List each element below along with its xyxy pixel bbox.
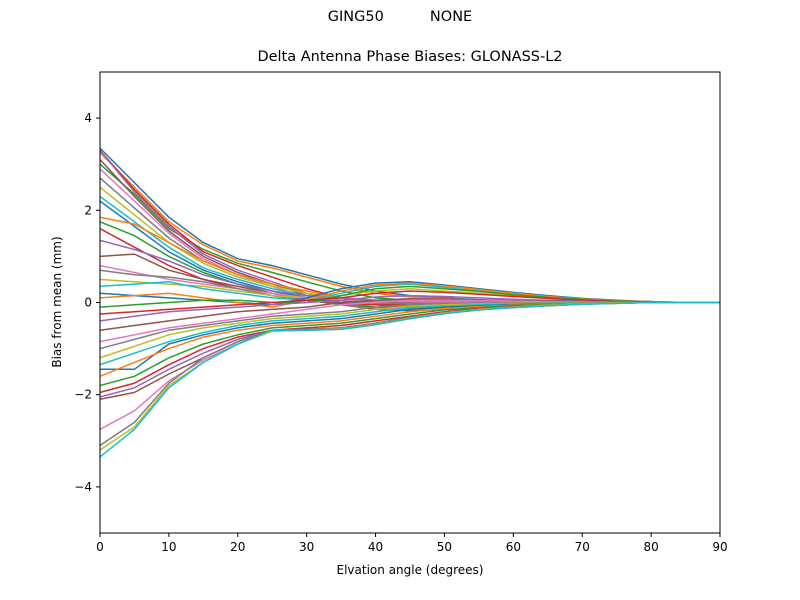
x-tick-label: 20 xyxy=(230,540,245,554)
y-tick-label: 0 xyxy=(84,296,92,310)
x-tick-label: 50 xyxy=(437,540,452,554)
figure-suptitle: GING50 NONE xyxy=(327,9,473,25)
y-tick-label: 4 xyxy=(84,111,92,125)
x-tick-label: 70 xyxy=(575,540,590,554)
x-tick-label: 30 xyxy=(299,540,314,554)
y-axis-label: Bias from mean (mm) xyxy=(50,236,64,367)
x-tick-label: 10 xyxy=(161,540,176,554)
y-tick-label: 2 xyxy=(84,203,92,217)
y-tick-label: −2 xyxy=(74,388,92,402)
series-line xyxy=(100,147,720,304)
chart-title: Delta Antenna Phase Biases: GLONASS-L2 xyxy=(257,49,563,65)
series-line xyxy=(100,228,720,306)
x-tick-label: 0 xyxy=(96,540,104,554)
data-lines xyxy=(100,147,720,458)
series-line xyxy=(100,301,720,387)
x-axis-ticks: 0 10 20 30 40 50 60 70 80 90 xyxy=(96,533,728,554)
x-tick-label: 40 xyxy=(368,540,383,554)
x-tick-label: 90 xyxy=(712,540,727,554)
x-tick-label: 60 xyxy=(506,540,521,554)
x-axis-label: Elvation angle (degrees) xyxy=(337,563,484,577)
y-tick-label: −4 xyxy=(74,480,92,494)
series-line xyxy=(100,301,720,458)
y-axis-ticks: −4 −2 0 2 4 xyxy=(74,111,100,494)
x-tick-label: 80 xyxy=(643,540,658,554)
series-line xyxy=(100,200,720,307)
